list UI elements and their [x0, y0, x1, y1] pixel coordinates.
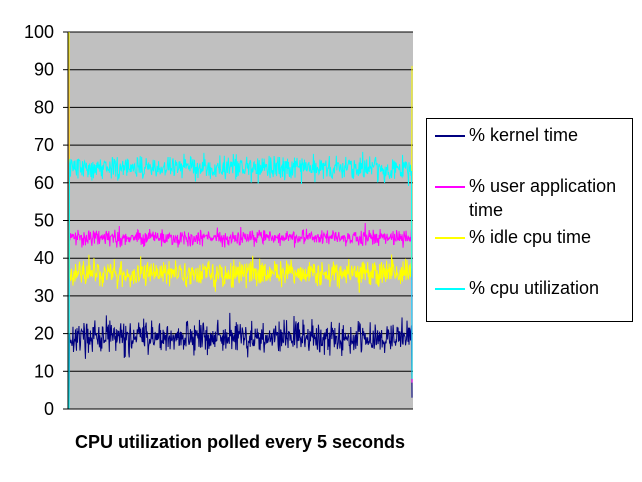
series-lines [68, 31, 413, 410]
series-line-cpu [68, 151, 413, 410]
y-tick-label: 20 [34, 324, 54, 344]
legend-label-user: % user application time [469, 176, 617, 220]
y-tick-label: 80 [34, 97, 54, 117]
y-tick-label: 90 [34, 60, 54, 80]
series-line-idle [68, 31, 413, 293]
y-tick-label: 60 [34, 173, 54, 193]
legend-swatch-user [435, 186, 465, 188]
y-tick-label: 0 [44, 399, 54, 419]
legend-swatch-idle [435, 237, 465, 239]
series-line-user [68, 31, 413, 383]
legend-label-idle: % idle cpu time [469, 227, 592, 247]
y-tick-label: 50 [34, 211, 54, 231]
legend-label-kernel: % kernel time [469, 125, 579, 145]
y-tick-label: 100 [24, 22, 54, 42]
legend-swatch-cpu [435, 288, 465, 290]
series-line-kernel [68, 312, 413, 410]
x-axis-label: CPU utilization polled every 5 seconds [75, 432, 405, 452]
y-tick-label: 40 [34, 248, 54, 268]
legend-swatch-kernel [435, 135, 465, 137]
y-tick-label: 70 [34, 135, 54, 155]
legend-label-cpu: % cpu utilization [469, 278, 600, 298]
legend: % kernel time % user application time % … [426, 118, 633, 322]
y-tick-label: 10 [34, 361, 54, 381]
y-axis-ticks: 0 10 20 30 40 50 60 70 80 90 100 [24, 22, 68, 419]
y-tick-label: 30 [34, 286, 54, 306]
